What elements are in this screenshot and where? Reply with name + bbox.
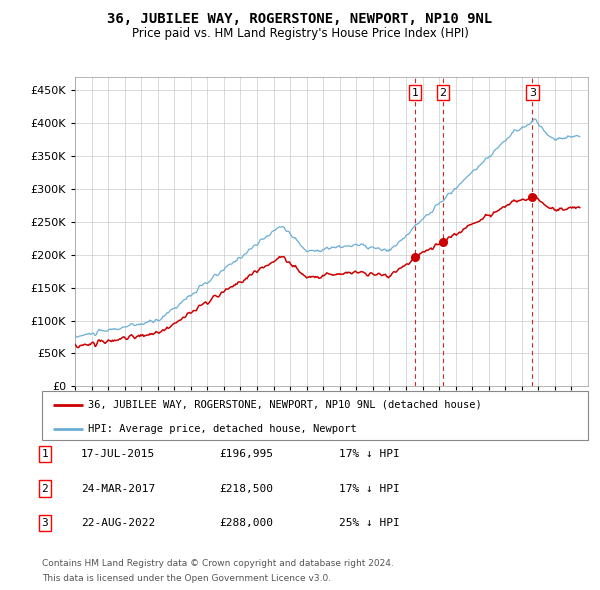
Text: 17-JUL-2015: 17-JUL-2015	[81, 450, 155, 459]
Text: £288,000: £288,000	[219, 518, 273, 527]
Text: 22-AUG-2022: 22-AUG-2022	[81, 518, 155, 527]
Text: Price paid vs. HM Land Registry's House Price Index (HPI): Price paid vs. HM Land Registry's House …	[131, 27, 469, 40]
Text: 2: 2	[41, 484, 49, 493]
Text: 17% ↓ HPI: 17% ↓ HPI	[339, 484, 400, 493]
Text: 1: 1	[412, 87, 418, 97]
Text: £218,500: £218,500	[219, 484, 273, 493]
Text: 2: 2	[439, 87, 446, 97]
Text: 17% ↓ HPI: 17% ↓ HPI	[339, 450, 400, 459]
Text: 24-MAR-2017: 24-MAR-2017	[81, 484, 155, 493]
Text: £196,995: £196,995	[219, 450, 273, 459]
Text: This data is licensed under the Open Government Licence v3.0.: This data is licensed under the Open Gov…	[42, 574, 331, 583]
Text: HPI: Average price, detached house, Newport: HPI: Average price, detached house, Newp…	[88, 424, 357, 434]
Text: 3: 3	[529, 87, 536, 97]
Text: 36, JUBILEE WAY, ROGERSTONE, NEWPORT, NP10 9NL: 36, JUBILEE WAY, ROGERSTONE, NEWPORT, NP…	[107, 12, 493, 26]
Text: 3: 3	[41, 518, 49, 527]
Text: 25% ↓ HPI: 25% ↓ HPI	[339, 518, 400, 527]
Text: Contains HM Land Registry data © Crown copyright and database right 2024.: Contains HM Land Registry data © Crown c…	[42, 559, 394, 568]
Text: 36, JUBILEE WAY, ROGERSTONE, NEWPORT, NP10 9NL (detached house): 36, JUBILEE WAY, ROGERSTONE, NEWPORT, NP…	[88, 399, 482, 409]
Text: 1: 1	[41, 450, 49, 459]
